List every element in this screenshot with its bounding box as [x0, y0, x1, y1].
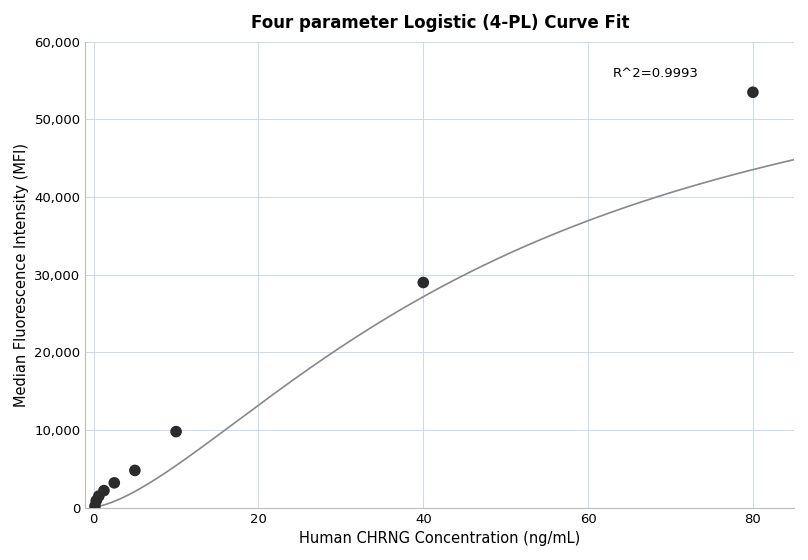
- X-axis label: Human CHRNG Concentration (ng/mL): Human CHRNG Concentration (ng/mL): [299, 531, 580, 546]
- Point: [90, 496, 103, 505]
- Point: [747, 88, 760, 97]
- Text: R^2=0.9993: R^2=0.9993: [612, 67, 699, 80]
- Title: Four parameter Logistic (4-PL) Curve Fit: Four parameter Logistic (4-PL) Curve Fit: [250, 14, 629, 32]
- Point: [98, 486, 111, 495]
- Point: [89, 502, 102, 511]
- Point: [92, 492, 105, 501]
- Y-axis label: Median Fluorescence Intensity (MFI): Median Fluorescence Intensity (MFI): [14, 143, 29, 407]
- Point: [107, 478, 120, 487]
- Point: [170, 427, 183, 436]
- Point: [128, 466, 141, 475]
- Point: [417, 278, 430, 287]
